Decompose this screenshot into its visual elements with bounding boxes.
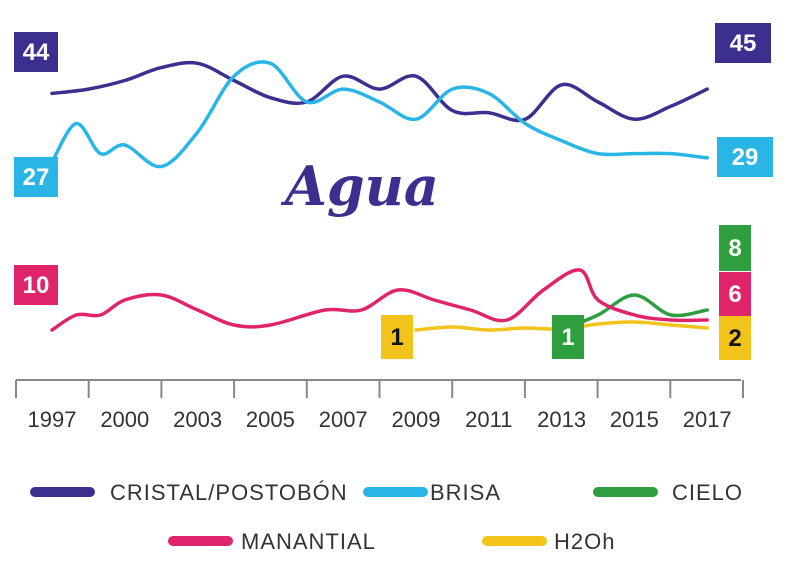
x-tick-label: 2005 xyxy=(246,407,295,432)
cristal-start-label: 44 xyxy=(23,39,50,66)
h2oh-start-label: 1 xyxy=(390,324,403,351)
h2oh-end-label: 2 xyxy=(728,325,741,352)
series-line-2 xyxy=(559,293,709,332)
h2oh-start-label-box xyxy=(381,315,413,359)
cielo-end-label-box xyxy=(719,225,751,271)
x-tick-label: 2015 xyxy=(610,407,659,432)
manantial-start-label-box xyxy=(14,265,58,305)
series-line-0 xyxy=(50,60,709,123)
brisa-end-label-box xyxy=(717,137,773,177)
manantial-end-label-box xyxy=(719,272,751,316)
brisa-end-label: 29 xyxy=(732,144,759,171)
end-labels-layer: 44 45 27 29 10 6 8 1 1 2 xyxy=(14,23,773,360)
x-tick-label: 2000 xyxy=(100,407,149,432)
cristal-start-label-box xyxy=(14,32,58,72)
manantial-start-label: 10 xyxy=(23,272,50,299)
cielo-end-label: 8 xyxy=(728,235,741,262)
cristal-end-label-box xyxy=(715,23,771,63)
brisa-start-label: 27 xyxy=(23,164,50,191)
x-tick-label: 2013 xyxy=(537,407,586,432)
legend-label-1: BRISA xyxy=(430,480,501,505)
x-tick-label: 2017 xyxy=(683,407,732,432)
h2oh-end-label-box xyxy=(719,316,751,360)
legend-label-4: H2Oh xyxy=(554,529,615,554)
x-axis: 1997 2000 2003 2005 2007 2009 2011 2013 2015 2017 xyxy=(15,379,744,432)
legend-label-0: CRISTAL/POSTOBÓN xyxy=(110,480,348,505)
manantial-end-label: 6 xyxy=(728,281,741,308)
chart-title: Agua xyxy=(280,154,439,218)
x-tick-label: 1997 xyxy=(28,407,77,432)
brisa-start-label-box xyxy=(14,157,58,197)
cielo-start-label: 1 xyxy=(561,324,574,351)
legend: CRISTAL/POSTOBÓN BRISA CIELO MANANTIAL H2Oh xyxy=(30,480,743,554)
series-line-1 xyxy=(50,60,709,169)
legend-label-3: MANANTIAL xyxy=(241,529,376,554)
cielo-start-label-box xyxy=(552,315,584,359)
x-tick-label: 2011 xyxy=(465,407,512,432)
x-tick-label: 2003 xyxy=(173,407,222,432)
cristal-end-label: 45 xyxy=(730,30,757,57)
legend-label-2: CIELO xyxy=(672,480,743,505)
x-tick-label: 2007 xyxy=(319,407,368,432)
x-tick-label: 2009 xyxy=(392,407,441,432)
series-line-3 xyxy=(50,268,709,332)
